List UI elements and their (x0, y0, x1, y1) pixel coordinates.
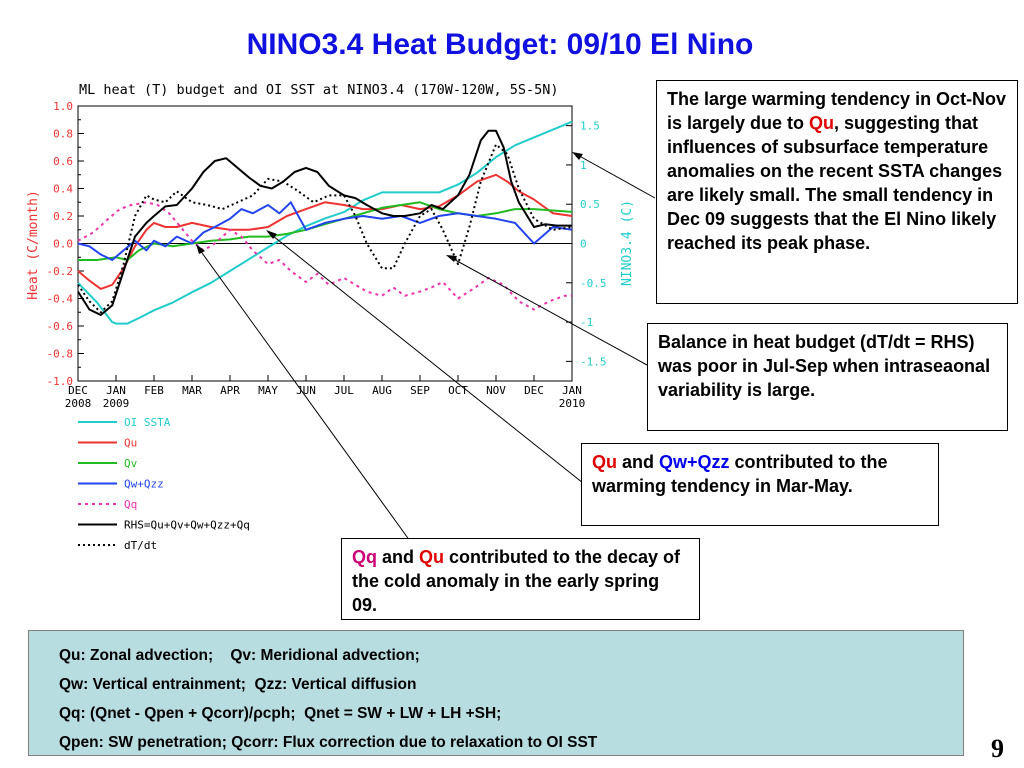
callout-c3-and: and (617, 452, 660, 472)
series-line-4 (77, 201, 572, 311)
callout-c4-hl2: Qu (419, 547, 445, 567)
x-tick-label: OCT (448, 384, 468, 397)
y-tick-label: 1.0 (53, 100, 73, 113)
x-tick-label: AUG (372, 384, 392, 397)
y-axis-label: Heat (C/month) (26, 190, 41, 300)
legend-label: dT/dt (124, 539, 157, 552)
y2-tick-label: 1 (580, 159, 587, 172)
callout-c3-hl2: Qw+Qzz (659, 452, 730, 472)
y2-tick-label: -1 (580, 316, 593, 329)
callout-balance: Balance in heat budget (dT/dt = RHS) was… (647, 323, 1008, 431)
y2-tick-label: 0.5 (580, 198, 600, 211)
chart-title: ML heat (T) budget and OI SST at NINO3.4… (79, 82, 559, 98)
y-tick-label: -0.6 (47, 320, 74, 333)
arrow-c4 (196, 245, 411, 542)
arrow-c3 (267, 231, 589, 488)
legend-label: Qu (124, 437, 137, 450)
y-tick-label: 0.6 (53, 155, 73, 168)
x-tick-label: NOV (486, 384, 506, 397)
arrow-c2 (447, 255, 648, 366)
callout-c4-and: and (377, 547, 420, 567)
series-line-0 (77, 120, 573, 325)
arrow-c1 (573, 152, 656, 199)
x-year-label: 2008 (65, 397, 92, 410)
y-tick-label: 0.0 (53, 238, 73, 251)
legend-label: Qq (124, 498, 137, 511)
arrowhead-c3 (266, 230, 277, 239)
arrowhead-c1 (572, 152, 583, 160)
legend-label: Qw+Qzz (124, 478, 164, 491)
x-tick-label: DEC (68, 384, 88, 397)
x-tick-label: SEP (410, 384, 430, 397)
series-line-3 (77, 201, 573, 261)
y2-axis-label: NINO3.4 (C) (620, 200, 635, 286)
x-year-label: 2009 (103, 397, 130, 410)
y2-tick-label: 0 (580, 238, 587, 251)
y-tick-label: 0.2 (53, 210, 73, 223)
series-line-1 (77, 173, 573, 290)
annotation-arrows (196, 152, 656, 542)
definitions-box: Qu: Zonal advection; Qv: Meridional adve… (28, 630, 964, 756)
y2-tick-label: -1.5 (580, 355, 607, 368)
x-tick-label: MAY (258, 384, 278, 397)
x-tick-label: MAR (182, 384, 202, 397)
callout-c1-rest: , suggesting that influences of subsurfa… (667, 113, 1003, 253)
callout-early-spring: Qq and Qu contributed to the decay of th… (341, 538, 700, 620)
series-line-5 (77, 129, 572, 316)
legend-label: Qv (124, 457, 138, 470)
y-tick-label: -0.4 (47, 293, 74, 306)
x-tick-label: FEB (144, 384, 164, 397)
x-tick-label: JAN (106, 384, 126, 397)
y-tick-label: -1.0 (47, 375, 74, 388)
y2-tick-label: 1.5 (580, 120, 600, 133)
x-tick-label: JUN (296, 384, 316, 397)
slide-title: NINO3.4 Heat Budget: 09/10 El Nino (246, 28, 754, 61)
x-tick-label: DEC (524, 384, 544, 397)
arrowhead-c4 (196, 244, 205, 254)
callout-c4-rest: contributed to the decay of the cold ano… (352, 547, 681, 615)
callout-c3-rest: contributed to the warming tendency in M… (592, 452, 888, 496)
series-line-2 (78, 201, 573, 261)
callout-c2-text: Balance in heat budget (dT/dt = RHS) was… (658, 332, 991, 400)
legend-label: OI SSTA (124, 416, 171, 429)
note-line: Qu: Zonal advection; Qv: Meridional adve… (59, 647, 420, 664)
y2-tick-label: -0.5 (580, 277, 607, 290)
note-line: Qpen: SW penetration; Qcorr: Flux correc… (59, 734, 598, 751)
callout-oct-nov-warming: The large warming tendency in Oct-Nov is… (656, 80, 1018, 304)
x-year-label: 2010 (559, 397, 586, 410)
note-line: Qw: Vertical entrainment; Qzz: Vertical … (59, 676, 417, 693)
page-number: 9 (991, 734, 1004, 763)
callout-c4-hl1: Qq (352, 547, 377, 567)
y-tick-label: -0.2 (47, 265, 74, 278)
callout-c1-text: The large warming tendency in Oct-Nov is… (667, 89, 1007, 133)
callout-c1-highlight: Qu (809, 113, 835, 133)
x-tick-label: APR (220, 384, 240, 397)
legend-label: RHS=Qu+Qv+Qw+Qzz+Qq (124, 519, 250, 532)
y-tick-label: 0.8 (53, 128, 73, 141)
callout-c3-hl1: Qu (592, 452, 617, 472)
note-line: Qq: (Qnet - Qpen + Qcorr)/ρcph; Qnet = S… (59, 705, 502, 722)
x-tick-label: JUL (334, 384, 354, 397)
y-tick-label: 0.4 (53, 183, 73, 196)
y-tick-label: -0.8 (47, 348, 74, 361)
series-line-6 (77, 143, 573, 314)
arrowhead-c2 (446, 255, 457, 262)
callout-mar-may: Qu and Qw+Qzz contributed to the warming… (581, 443, 939, 526)
x-tick-label: JAN (562, 384, 582, 397)
